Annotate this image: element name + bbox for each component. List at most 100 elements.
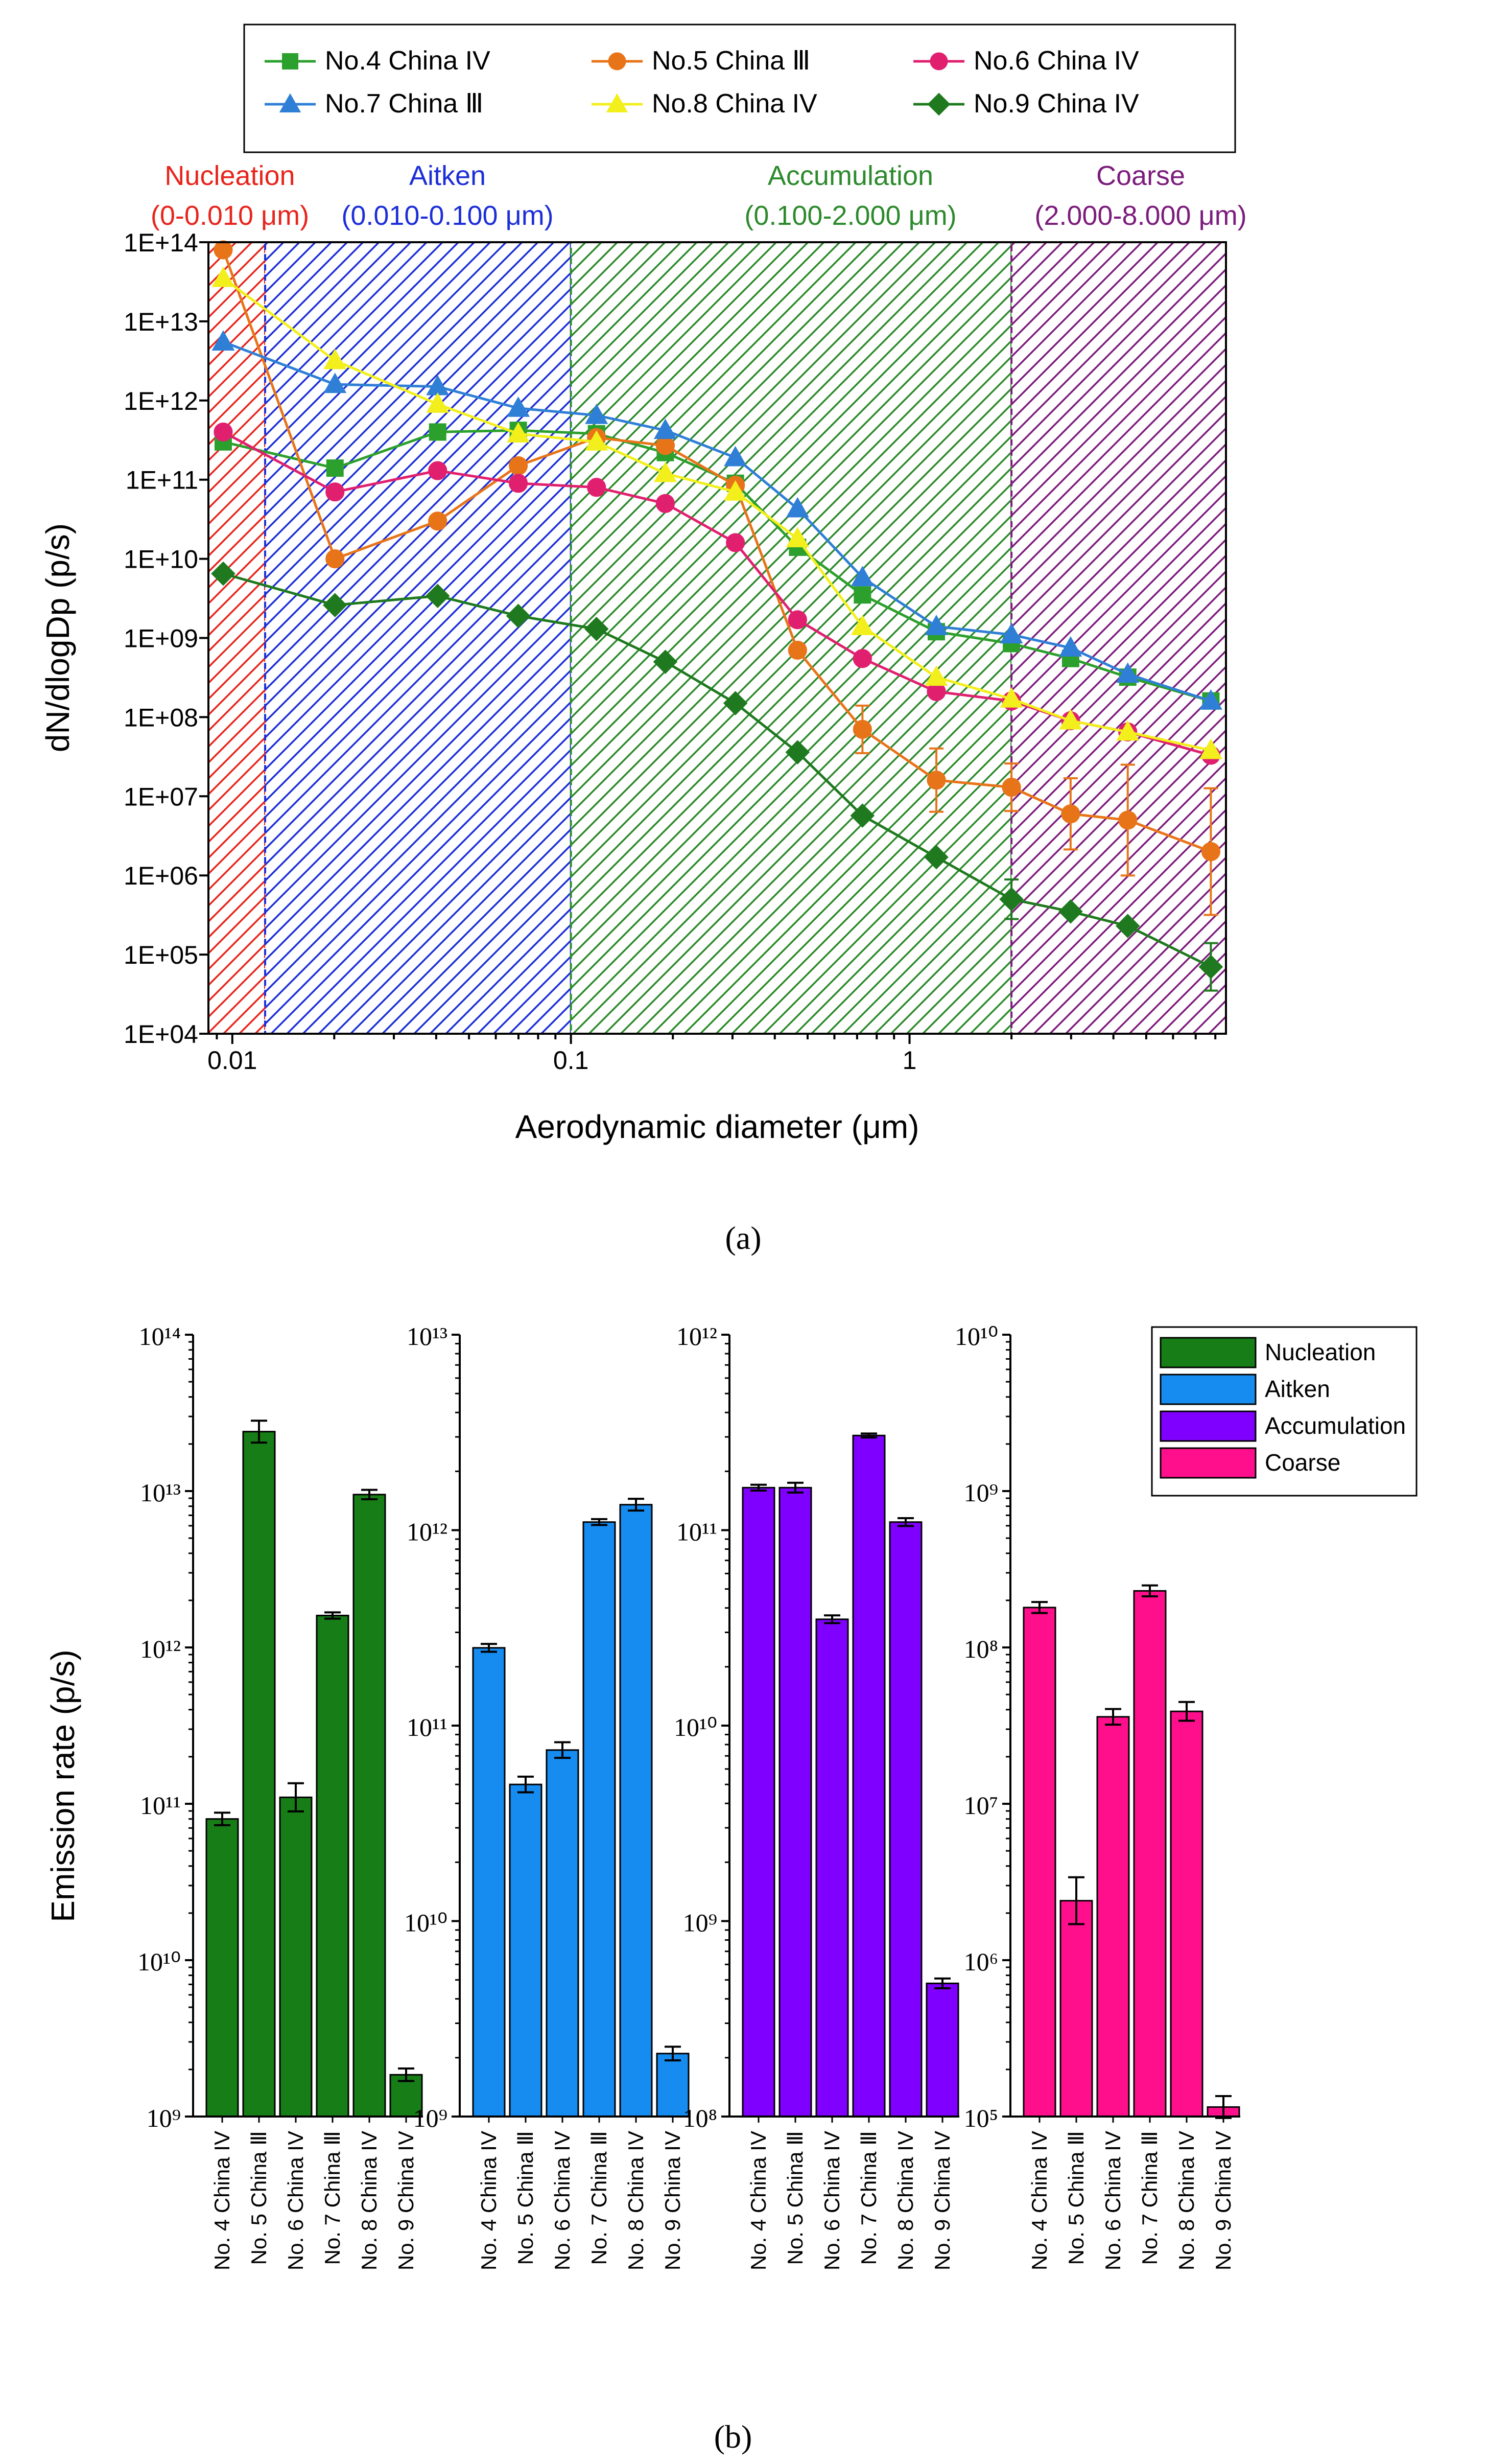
plot-a-ticks: 1E+04 1E+05 1E+06 1E+07 1E+08 1E+09 1E+10 1E+11… <box>124 228 1217 1075</box>
bar-nucleation-no-6-china-iv <box>279 1796 313 2118</box>
y-tick-label-b: 10⁹ <box>413 2104 447 2132</box>
y-tick-label-b: 10¹¹ <box>407 1713 447 1741</box>
y-tick-label-a: 1E+14 <box>124 228 198 257</box>
line-no-5-china <box>222 249 1212 853</box>
point-no-8-china-iv <box>426 392 450 413</box>
point-no-8-china-iv <box>925 665 948 686</box>
bar-coarse-no-4-china-iv <box>1023 1607 1056 2118</box>
legend-b-item-aitken: Aitken <box>1160 1374 1330 1405</box>
region-coarse <box>1010 241 1227 1035</box>
point-no-5-china <box>508 456 528 476</box>
point-no-8-china-iv <box>507 422 530 443</box>
category-label: No. 5 China Ⅲ <box>513 2131 537 2265</box>
point-no-5-china <box>1201 842 1221 862</box>
point-no-9-china-iv <box>1058 899 1083 924</box>
legend-a-marker <box>608 52 626 71</box>
subplot-coarse: No. 4 China IV No. 5 China Ⅲ No. 6 China I… <box>955 1322 1240 2270</box>
point-no-4-china-iv <box>429 423 446 441</box>
category-label: No. 5 China Ⅲ <box>1064 2131 1088 2265</box>
y-tick-label-b: 10¹² <box>676 1322 717 1351</box>
point-no-7-china <box>1059 636 1082 657</box>
point-no-6-china-iv <box>788 610 807 630</box>
point-no-8-china-iv <box>1059 709 1082 730</box>
category-label: No. 6 China IV <box>284 2131 308 2270</box>
y-tick-label-a: 1E+06 <box>124 862 198 890</box>
legend-b-swatch <box>1160 1410 1257 1442</box>
subplot-aitken: No. 4 China IV No. 5 China Ⅲ No. 6 China I… <box>404 1322 690 2270</box>
region-name-aitken: Aitken <box>409 160 486 191</box>
y-tick-label-a: 1E+10 <box>124 545 198 574</box>
legend-b-item-coarse: Coarse <box>1160 1447 1340 1479</box>
point-no-8-china-iv <box>1116 720 1140 741</box>
legend-a-marker <box>279 93 301 112</box>
category-label: No. 4 China IV <box>746 2131 770 2270</box>
series-no-8-china-iv <box>211 266 1222 759</box>
bar-coarse-no-8-china-iv <box>1170 1710 1203 2118</box>
category-label: No. 5 China Ⅲ <box>247 2131 271 2265</box>
category-label: No. 5 China Ⅲ <box>783 2131 807 2265</box>
x-axis-label-a: Aerodynamic diameter (μm) <box>515 1108 919 1145</box>
region-range-accumulation: (0.100-2.000 μm) <box>744 200 956 231</box>
category-label: No. 6 China IV <box>1101 2131 1125 2270</box>
point-no-8-china-iv <box>323 348 347 369</box>
emission-subplots: No. 4 China IV No. 5 China Ⅲ No. 6 China I… <box>137 1322 1240 2270</box>
y-tick-label-b: 10¹⁴ <box>139 1322 181 1351</box>
point-no-5-china <box>788 640 807 660</box>
region-nucleation <box>207 241 267 1035</box>
bar-coarse-no-7-china <box>1133 1590 1167 2118</box>
point-no-5-china <box>927 771 946 790</box>
bar-accumulation-no-6-china-iv <box>815 1618 849 2118</box>
category-label: No. 8 China IV <box>624 2131 648 2270</box>
point-no-7-china <box>925 615 948 635</box>
y-tick-label-b: 10¹⁰ <box>674 1713 717 1741</box>
series-no-7-china <box>211 330 1222 710</box>
legend-a-label: No.6 China IV <box>974 46 1139 76</box>
y-tick-label-a: 1E+07 <box>124 782 198 811</box>
panel-a-label: (a) <box>725 1220 761 1256</box>
y-tick-label-a: 1E+13 <box>124 308 198 336</box>
point-no-5-china <box>1118 810 1138 830</box>
y-tick-label-a: 1E+12 <box>124 387 198 415</box>
point-no-8-china-iv <box>653 461 677 482</box>
point-no-8-china-iv <box>724 480 747 501</box>
y-tick-label-b: 10¹³ <box>407 1322 447 1351</box>
size-distribution-chart: Nucleation (0-0.010 μm) Aitken (0.010-0.100… <box>39 24 1247 1256</box>
legend-b-item-accumulation: Accumulation <box>1160 1410 1406 1442</box>
bar-accumulation-no-5-china <box>778 1486 812 2118</box>
legend-a-item-no-5-china: No.5 China Ⅲ <box>592 46 810 76</box>
bar-accumulation-no-8-china-iv <box>889 1521 923 2118</box>
bar-nucleation-no-8-china-iv <box>352 1494 386 2118</box>
legend-b-item-nucleation: Nucleation <box>1160 1337 1376 1368</box>
legend-a-item-no-7-china: No.7 China Ⅲ <box>265 89 483 119</box>
point-no-8-china-iv <box>585 430 608 451</box>
point-no-7-china <box>1199 689 1222 710</box>
bar-aitken-no-4-china-iv <box>472 1647 506 2118</box>
x-tick-label-a: 0.1 <box>553 1046 589 1075</box>
point-no-9-china-iv <box>506 603 531 629</box>
point-no-7-china <box>211 330 235 351</box>
y-tick-label-a: 1E+09 <box>124 624 198 653</box>
legend-a-marker <box>927 92 951 116</box>
point-no-9-china-iv <box>924 845 949 870</box>
category-label: No. 9 China IV <box>394 2131 418 2270</box>
category-label: No. 9 China IV <box>930 2131 954 2270</box>
point-no-9-china-iv <box>723 691 748 715</box>
point-no-7-china <box>786 497 809 518</box>
region-accumulation <box>570 241 1013 1035</box>
y-tick-label-b: 10⁸ <box>964 1635 998 1663</box>
bar-coarse-no-6-china-iv <box>1096 1716 1130 2118</box>
point-no-9-china-iv <box>850 803 875 828</box>
category-label: No. 7 China Ⅲ <box>320 2131 344 2265</box>
y-tick-label-a: 1E+08 <box>124 703 198 732</box>
point-no-8-china-iv <box>1199 738 1222 759</box>
legend-b-label: Coarse <box>1265 1449 1340 1476</box>
legend-a: No.4 China IV No.5 China Ⅲ No.6 China IV No… <box>243 24 1236 153</box>
category-label: No. 8 China IV <box>357 2131 381 2270</box>
bar-nucleation-no-4-china-iv <box>205 1818 239 2118</box>
y-tick-label-b: 10¹⁰ <box>404 1909 447 1937</box>
legend-b-label: Accumulation <box>1265 1412 1406 1439</box>
point-no-6-china-iv <box>655 494 675 513</box>
legend-a-label: No.8 China IV <box>652 89 817 119</box>
x-tick-label-a: 0.01 <box>207 1046 257 1075</box>
category-label: No. 6 China IV <box>550 2131 574 2270</box>
